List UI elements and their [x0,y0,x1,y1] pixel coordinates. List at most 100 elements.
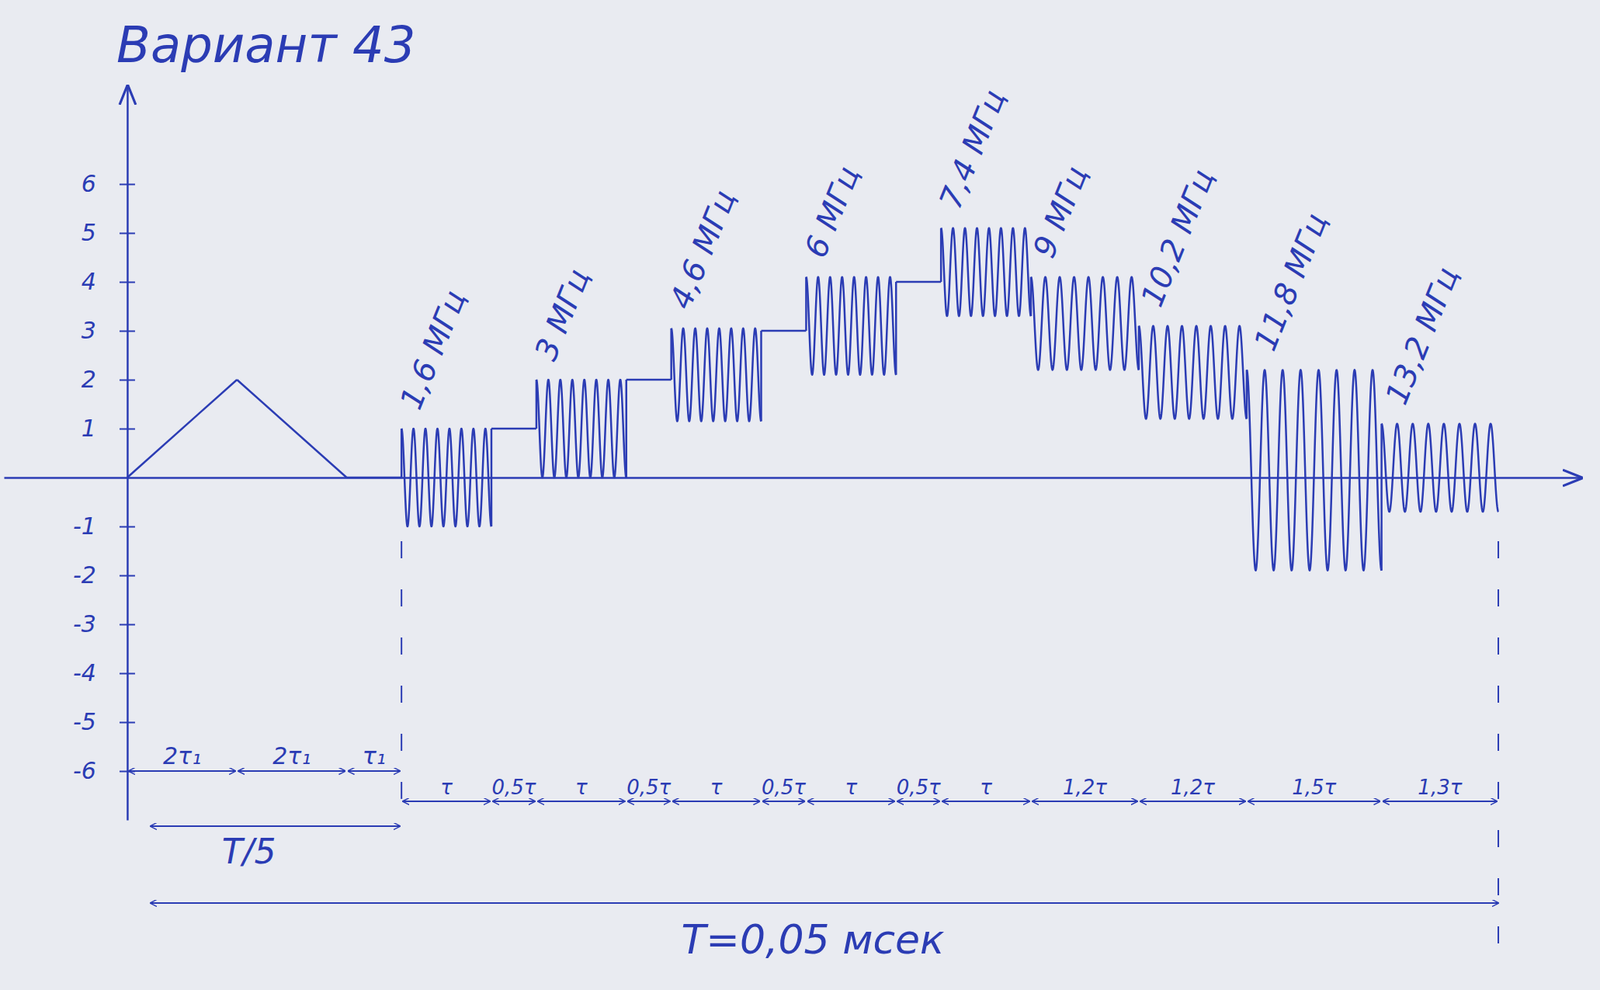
chart: Вариант 43 -6 -5 -4 -3 -2 -1 1 2 3 4 5 6 1,6 МГц 3 МГц… [0,0,1600,990]
duration-label: 1,5τ [1291,775,1337,799]
y-tick-label: -1 [72,512,97,540]
burst [1246,369,1382,570]
y-tick-label: 3 [81,316,97,344]
y-tick: -2 [72,561,136,589]
ramp [347,476,403,479]
y-tick-mark [119,526,136,528]
y-tick-mark [119,624,136,626]
ramp [127,379,237,478]
duration-arrow [942,800,1030,802]
burst [671,328,762,422]
duration-arrow [348,770,401,772]
duration-arrow [807,800,895,802]
frequency-label: 3 МГц [527,263,597,366]
y-tick: 6 [81,170,136,198]
burst [1381,423,1500,512]
x-axis [4,477,1582,479]
y-tick: -5 [72,708,136,736]
duration-label: 0,5τ [626,775,671,799]
y-tick: -3 [72,610,136,638]
duration-label: 0,5τ [761,775,806,799]
connector [1380,423,1383,571]
ramp [895,281,941,284]
y-tick-mark [119,183,136,186]
burst [401,428,492,527]
y-tick-mark [119,330,136,333]
duration-label: τ [710,775,723,799]
duration-arrow [897,800,940,802]
duration-label: τ [440,775,453,799]
frequency-label: 6 МГц [797,161,866,264]
y-tick: 1 [81,414,136,442]
burst [1030,277,1139,371]
y-tick-label: 2 [81,365,97,393]
duration-arrow [492,800,535,802]
y-tick-label: 4 [81,267,97,296]
duration-label: 1,3τ [1417,775,1462,799]
y-tick-mark [119,673,136,675]
period-label: T=0,05 мсек [681,916,945,963]
ramp [491,427,537,431]
burst [1138,326,1247,420]
burst [536,379,627,478]
duration-label: τ₁ [362,742,386,770]
frequency-label: 11,8 МГц [1246,208,1334,356]
frequency-label: 9 МГц [1025,161,1094,264]
y-tick-mark [119,575,136,577]
y-tick-label: -5 [72,708,97,736]
connector [624,379,628,478]
duration-label: 2τ₁ [272,742,311,770]
y-tick: -1 [72,512,136,540]
frequency-label: 10,2 МГц [1133,164,1221,313]
duration-label: τ [575,775,588,799]
burst [805,277,896,375]
y-tick: 5 [81,218,136,247]
duration-label: τ [844,775,858,799]
y-tick-mark [119,721,136,724]
y-tick-label: 6 [81,170,97,198]
duration-arrow [238,770,345,772]
y-tick: -4 [72,659,136,687]
duration-label: 1,2τ [1170,775,1215,799]
ramp [760,329,806,333]
y-tick: 2 [81,365,136,393]
y-tick-label: 5 [81,218,97,247]
duration-arrow [1032,800,1138,802]
duration-label: 1,2τ [1062,775,1108,799]
frequency-label: 7,4 МГц [932,84,1013,214]
ramp [626,378,672,382]
guide-line [1497,541,1500,971]
duration-label: 0,5τ [896,775,941,799]
duration-arrow [128,770,236,772]
ramp [236,379,347,478]
y-tick: -6 [72,756,136,785]
duration-arrow [628,800,670,802]
y-tick-label: -2 [72,561,97,589]
y-tick-mark [119,428,136,431]
y-tick-mark [119,232,136,235]
duration-label: τ [979,775,993,799]
connector [760,330,763,422]
x-axis-line [4,476,1582,479]
frequency-label: 4,6 МГц [662,184,743,314]
y-tick: 3 [81,316,136,344]
connector [490,428,493,527]
y-tick-label: -3 [72,610,97,638]
duration-arrow [673,800,761,802]
y-tick-mark [119,379,136,382]
duration-arrow [762,800,805,802]
title: Вариант 43 [116,16,416,74]
y-tick: 4 [81,267,136,296]
duration-label: 2τ₁ [163,742,202,770]
duration-arrow [1383,800,1498,802]
frequency-label: 1,6 МГц [392,284,473,414]
y-axis-line [126,86,129,821]
burst [940,228,1031,316]
y-tick-mark [119,281,136,284]
duration-label: 0,5τ [491,775,536,799]
y-axis: -6 -5 -4 -3 -2 -1 1 2 3 4 5 6 [72,86,136,821]
y-tick-label: 1 [81,414,97,442]
frequency-label: 13,2 МГц [1377,262,1465,410]
guide-line [400,541,403,816]
y-tick-label: -6 [72,756,97,785]
